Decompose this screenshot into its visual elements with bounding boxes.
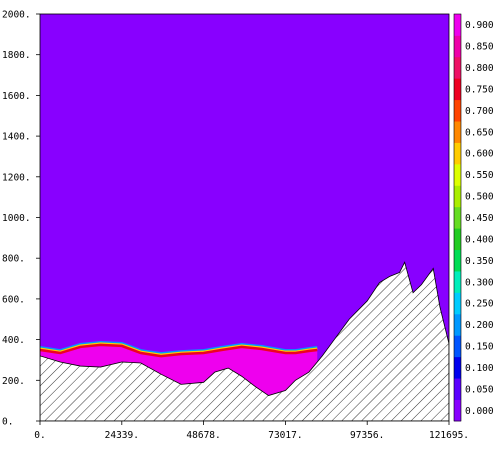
colorbar-label: 0.550	[465, 170, 494, 181]
colorbar-label: 0.250	[465, 299, 494, 310]
colorbar-swatch	[454, 35, 461, 58]
colorbar-label: 0.050	[465, 384, 494, 395]
colorbar-frame	[453, 13, 462, 422]
colorbar-swatch	[454, 356, 461, 379]
colorbar-label: 0.650	[465, 127, 494, 138]
y-tick-label: 600.	[2, 294, 25, 305]
colorbar-label: 0.900	[465, 20, 494, 31]
colorbar-swatch	[454, 313, 461, 336]
colorbar-swatch	[454, 378, 461, 400]
y-tick-label: 0.	[2, 417, 13, 428]
colorbar-label: 0.800	[465, 63, 494, 74]
y-axis: 0. 200. 400. 600. 800. 1000. 1200. 1400. 1600. 18…	[2, 10, 40, 428]
colorbar-label: 0.200	[465, 320, 494, 331]
colorbar-label: 0.400	[465, 234, 494, 245]
colorbar-label: 0.500	[465, 192, 494, 203]
y-tick-label: 1000.	[2, 213, 31, 224]
layer-edge-band	[40, 343, 318, 358]
colorbar-label: 0.750	[465, 84, 494, 95]
colorbar-swatch	[454, 271, 461, 293]
colorbar-swatch	[454, 163, 461, 186]
colorbar-swatch	[454, 249, 461, 272]
x-tick-label: 0.	[34, 430, 45, 441]
colorbar-label: 0.600	[465, 149, 494, 160]
colorbar-label: 0.150	[465, 342, 494, 353]
colorbar-swatch	[454, 14, 461, 36]
y-tick-label: 800.	[2, 254, 25, 265]
y-tick-label: 1600.	[2, 91, 31, 102]
y-tick-label: 200.	[2, 376, 25, 387]
terrain	[40, 261, 449, 421]
colorbar-swatch	[454, 142, 461, 165]
y-tick-label: 1200.	[2, 172, 31, 183]
colorbar-swatch	[454, 399, 461, 422]
colorbar-swatch	[454, 78, 461, 101]
colorbar-swatch	[454, 292, 461, 315]
colorbar-swatch	[454, 99, 461, 122]
colorbar-label: 0.450	[465, 213, 494, 224]
x-tick-label: 24339.	[105, 430, 139, 441]
colorbar-label: 0.850	[465, 42, 494, 53]
y-tick-label: 2000.	[2, 10, 31, 21]
x-tick-label: 97356.	[350, 430, 384, 441]
colorbar-label: 0.300	[465, 277, 494, 288]
colorbar-swatch	[454, 335, 461, 358]
colorbar-label: 0.350	[465, 256, 494, 267]
y-tick-label: 1400.	[2, 132, 31, 143]
x-axis: 0. 24339. 48678. 73017. 97356. 121695.	[34, 421, 469, 441]
colorbar-label: 0.700	[465, 106, 494, 117]
colorbar-label: 0.100	[465, 363, 494, 374]
x-tick-label: 48678.	[186, 430, 220, 441]
colorbar-swatch	[454, 121, 461, 143]
colorbar: 0.000 0.050 0.100 0.150 0.200 0.250 0.300 0.350…	[453, 13, 494, 422]
colorbar-swatch	[454, 56, 461, 79]
y-tick-label: 400.	[2, 335, 25, 346]
colorbar-swatch	[454, 228, 461, 251]
y-tick-label: 1800.	[2, 50, 31, 61]
colorbar-swatch	[454, 206, 461, 229]
colorbar-swatch	[454, 185, 461, 208]
x-tick-label: 121695.	[429, 430, 469, 441]
colorbar-label: 0.000	[465, 406, 494, 417]
x-tick-label: 73017.	[268, 430, 302, 441]
